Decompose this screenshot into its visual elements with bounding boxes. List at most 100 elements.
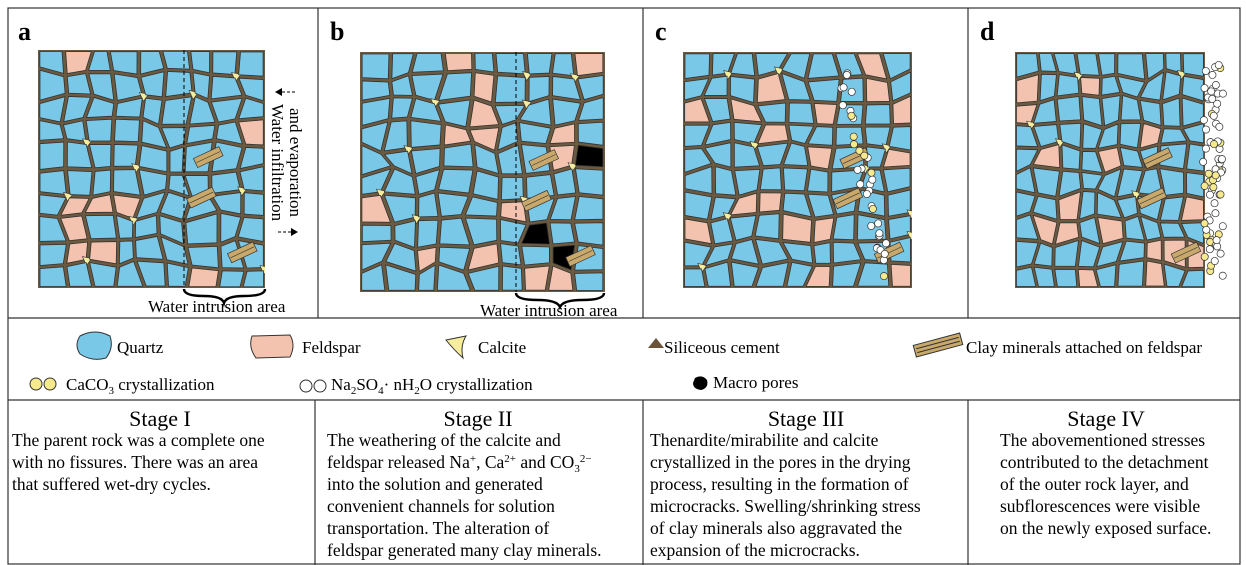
- panel-label: b: [330, 17, 344, 46]
- grain: [865, 127, 890, 146]
- annotation: and evaporation: [286, 108, 305, 218]
- grain: [550, 223, 574, 244]
- crystal: [1211, 200, 1218, 207]
- grain: [191, 52, 210, 73]
- grain: [865, 105, 890, 125]
- crystal: [839, 102, 846, 109]
- crystal: [1208, 88, 1215, 95]
- pore-icon: [693, 376, 707, 390]
- crystal: [854, 166, 861, 173]
- grain: [1120, 123, 1141, 147]
- grain: [419, 193, 438, 217]
- grain: [866, 78, 889, 101]
- crystal: [881, 250, 888, 257]
- crystal: [882, 240, 889, 247]
- grain: [789, 103, 814, 123]
- grain: [575, 145, 602, 166]
- grain: [1081, 77, 1100, 95]
- grain: [444, 144, 473, 167]
- crystal: [880, 272, 887, 279]
- stage-text: that suffered wet-dry cycles.: [12, 474, 211, 494]
- crystal: [1205, 170, 1212, 177]
- rock-panel: [1015, 52, 1205, 288]
- feldspar-icon: [251, 335, 293, 358]
- grain: [527, 54, 551, 74]
- grain: [685, 269, 705, 287]
- grain: [162, 97, 192, 124]
- grain: [213, 52, 237, 75]
- grain: [115, 119, 140, 141]
- stage-text: into the solution and generated: [327, 474, 543, 494]
- crystal: [1219, 90, 1226, 97]
- grain: [760, 193, 782, 212]
- quartz-icon: [77, 332, 111, 359]
- stage-text: The weathering of the calcite and: [327, 430, 561, 450]
- legend-label: Calcite: [478, 338, 526, 357]
- crystal: [1202, 126, 1209, 133]
- rock-panels: [38, 50, 1227, 292]
- crystal: [868, 222, 875, 229]
- stage-text: process, resulting in the formation of: [650, 474, 909, 494]
- panel-label: c: [655, 17, 667, 46]
- crystal: [861, 152, 868, 159]
- grain: [833, 215, 854, 240]
- grain: [239, 52, 263, 76]
- crystal: [869, 205, 876, 212]
- grain: [685, 54, 710, 79]
- grain: [163, 51, 190, 69]
- crystal: [1212, 210, 1219, 217]
- grain: [1147, 240, 1161, 260]
- crystal: [1200, 116, 1207, 123]
- crystal: [850, 133, 857, 140]
- crystal: [1210, 140, 1217, 147]
- crystal: [1201, 253, 1208, 260]
- grain: [170, 147, 183, 172]
- crystal: [857, 181, 864, 188]
- crystal: [1219, 272, 1226, 279]
- crystal: [840, 84, 847, 91]
- crystal: [1209, 71, 1216, 78]
- stage-text: crystallized in the pores in the drying: [650, 452, 911, 472]
- crystal: [1210, 112, 1217, 119]
- crystal: [843, 71, 850, 78]
- crystal: [1215, 61, 1222, 68]
- crystal: [869, 176, 876, 183]
- grain: [85, 215, 116, 238]
- grain: [166, 71, 192, 96]
- legend-label: CaCO3 crystallization: [66, 375, 215, 397]
- panel-label: a: [18, 17, 31, 46]
- figure: a b c d Water infiltration and evaporati…: [0, 0, 1246, 565]
- crystal: [1201, 182, 1208, 189]
- na2so4-icon: [300, 380, 326, 392]
- grain: [575, 273, 603, 291]
- annotation: Water intrusion area: [148, 297, 286, 316]
- grain: [891, 264, 910, 286]
- stages: Stage I Stage II Stage III Stage IV The …: [129, 406, 1145, 475]
- annotation: Water intrusion area: [480, 301, 618, 320]
- stage-text: The abovementioned stresses: [1000, 430, 1205, 450]
- stage-text: feldspar released Na+, Ca2+ and CO32−: [327, 452, 592, 475]
- grain: [1187, 144, 1204, 171]
- grain: [68, 171, 92, 196]
- stage-title: Stage I: [129, 406, 191, 431]
- grain: [808, 169, 828, 192]
- stage-text: Thenardite/mirabilite and calcite: [650, 430, 879, 450]
- crystal: [1202, 145, 1209, 152]
- grain: [362, 225, 391, 242]
- stage-text: convenient channels for solution: [327, 496, 555, 516]
- cement-icon: [648, 338, 664, 348]
- grain: [411, 121, 441, 148]
- grain: [783, 168, 807, 191]
- grain: [685, 192, 712, 219]
- crystal: [1201, 84, 1208, 91]
- crystal: [1219, 223, 1226, 230]
- grain: [1183, 54, 1203, 77]
- stage-text: on the newly exposed surface.: [1000, 518, 1211, 538]
- legend-label: Quartz: [117, 338, 164, 357]
- grain: [836, 127, 863, 145]
- crystal: [875, 220, 882, 227]
- grain: [1118, 261, 1144, 286]
- grain: [244, 193, 263, 216]
- crystal: [1202, 67, 1209, 74]
- grain: [412, 53, 443, 72]
